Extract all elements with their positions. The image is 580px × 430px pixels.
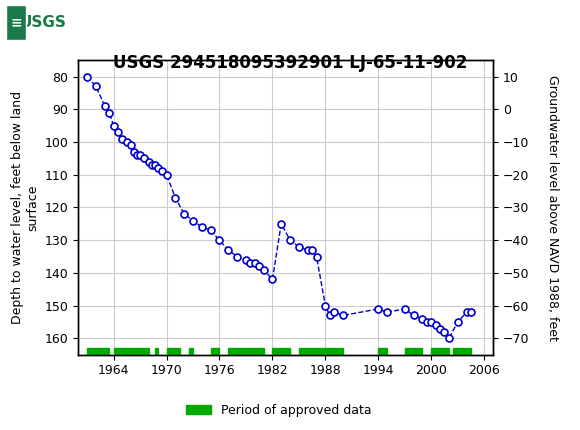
Text: USGS 294518095392901 LJ-65-11-902: USGS 294518095392901 LJ-65-11-902 bbox=[113, 54, 467, 72]
Y-axis label: Groundwater level above NAVD 1988, feet: Groundwater level above NAVD 1988, feet bbox=[546, 74, 559, 341]
Bar bbox=[188, 348, 193, 355]
Bar bbox=[229, 348, 263, 355]
FancyBboxPatch shape bbox=[6, 6, 81, 40]
Bar bbox=[166, 348, 180, 355]
FancyBboxPatch shape bbox=[6, 6, 26, 40]
Text: USGS: USGS bbox=[20, 15, 67, 30]
Bar bbox=[454, 348, 471, 355]
Bar bbox=[273, 348, 290, 355]
Y-axis label: Depth to water level, feet below land
surface: Depth to water level, feet below land su… bbox=[11, 91, 39, 324]
Bar bbox=[155, 348, 158, 355]
Legend: Period of approved data: Period of approved data bbox=[180, 399, 376, 421]
Bar bbox=[405, 348, 422, 355]
Bar bbox=[114, 348, 149, 355]
Bar bbox=[432, 348, 449, 355]
Bar bbox=[211, 348, 219, 355]
Bar bbox=[87, 348, 109, 355]
Bar bbox=[378, 348, 387, 355]
Bar bbox=[299, 348, 343, 355]
Text: ≡: ≡ bbox=[10, 15, 22, 30]
